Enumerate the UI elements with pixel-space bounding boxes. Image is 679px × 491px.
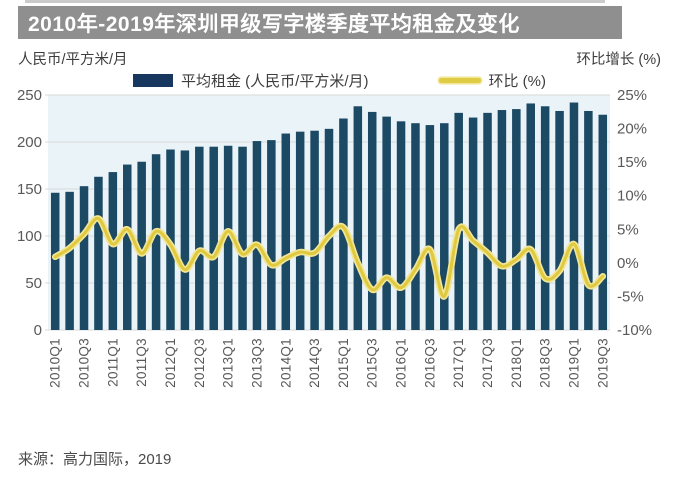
axis-unit-row: 人民币/平方米/月 环比增长 (%)	[18, 48, 661, 69]
bar-2015Q3	[367, 111, 377, 330]
legend-item-rent: 平均租金 (人民币/平方米/月)	[133, 70, 369, 91]
bar-2010Q2	[65, 191, 74, 330]
chart-area: 250 200 150 100 50 0 25% 20% 15% 10% 5% 0% -5% -10% 20…	[0, 87, 679, 438]
x-tick-2019Q3: 2019Q3	[595, 338, 610, 388]
bar-2018Q4	[555, 110, 564, 330]
left-tick-150: 150	[17, 181, 42, 198]
bar-2013Q2	[238, 146, 247, 330]
left-tick-200: 200	[17, 134, 42, 151]
legend-item-qoq: 环比 (%)	[438, 70, 547, 91]
x-tick-2015Q1: 2015Q1	[336, 338, 351, 388]
right-tick-15%: 15%	[617, 154, 647, 171]
bar-2014Q1	[281, 133, 291, 330]
x-tick-2010Q3: 2010Q3	[77, 338, 92, 388]
right-tick-5%: 5%	[617, 221, 639, 238]
bar-2012Q4	[209, 146, 218, 330]
x-tick-2015Q3: 2015Q3	[365, 338, 380, 388]
rent-legend-label: 平均租金 (人民币/平方米/月)	[181, 73, 369, 90]
bar-2018Q2	[526, 103, 535, 331]
bar-2013Q4	[267, 140, 276, 330]
bar-2016Q4	[440, 123, 449, 330]
right-axis-unit-label: 环比增长 (%)	[576, 52, 661, 68]
qoq-line	[53, 216, 605, 298]
bar-2017Q1	[454, 112, 463, 330]
left-tick-0: 0	[34, 322, 42, 339]
bar-2017Q4	[497, 110, 507, 330]
bar-2013Q3	[252, 141, 262, 330]
source-note: 来源：高力国际，2019	[18, 451, 172, 468]
bar-2019Q2	[584, 110, 593, 330]
x-tick-2010Q1: 2010Q1	[48, 338, 63, 388]
bar-2016Q1	[396, 121, 406, 330]
bar-2011Q1	[108, 172, 118, 330]
bar-2019Q1	[569, 102, 579, 330]
x-tick-2013Q3: 2013Q3	[249, 338, 264, 388]
bar-series	[50, 102, 608, 331]
x-tick-2014Q3: 2014Q3	[307, 338, 322, 388]
bar-2011Q3	[137, 161, 146, 330]
bar-2018Q1	[512, 109, 521, 330]
x-tick-2016Q3: 2016Q3	[422, 338, 437, 388]
bar-2011Q2	[123, 164, 132, 330]
bar-2010Q3	[79, 186, 89, 330]
chart-title-banner: 2010年-2019年深圳甲级写字楼季度平均租金及变化	[18, 6, 622, 39]
x-tick-2018Q3: 2018Q3	[538, 338, 553, 388]
chart-title: 2010年-2019年深圳甲级写字楼季度平均租金及变化	[28, 12, 520, 36]
right-tick-0%: 0%	[617, 255, 639, 272]
bar-2015Q2	[353, 106, 363, 330]
x-tick-2011Q1: 2011Q1	[105, 338, 120, 387]
x-tick-2017Q3: 2017Q3	[480, 338, 495, 388]
x-tick-2012Q3: 2012Q3	[192, 338, 207, 388]
left-tick-50: 50	[25, 275, 42, 292]
bar-2012Q3	[195, 146, 204, 330]
bar-2014Q3	[310, 130, 319, 330]
x-tick-2019Q1: 2019Q1	[567, 338, 582, 388]
combo-chart: 250 200 150 100 50 0 25% 20% 15% 10% 5% 0% -5% -10% 20…	[17, 87, 652, 388]
bar-2013Q1	[223, 145, 233, 330]
x-tick-2018Q1: 2018Q1	[509, 338, 524, 388]
bar-2017Q2	[468, 117, 478, 330]
bar-2017Q3	[483, 112, 492, 330]
bar-2015Q4	[382, 116, 391, 331]
top-border-strip	[25, 0, 605, 3]
bar-2016Q2	[411, 123, 420, 330]
x-tick-2014Q1: 2014Q1	[278, 338, 293, 388]
left-tick-250: 250	[17, 88, 42, 104]
x-tick-2017Q1: 2017Q1	[451, 338, 466, 388]
right-tick-10%: 10%	[617, 188, 647, 205]
bar-2014Q2	[295, 131, 305, 330]
bar-2014Q4	[324, 128, 334, 330]
bar-2012Q2	[180, 150, 190, 330]
right-tick--10%: -10%	[617, 322, 652, 339]
right-tick-25%: 25%	[617, 88, 647, 104]
x-tick-2013Q1: 2013Q1	[221, 338, 236, 388]
left-tick-100: 100	[17, 228, 42, 245]
x-tick-2012Q1: 2012Q1	[163, 338, 178, 388]
x-tick-2011Q3: 2011Q3	[134, 338, 149, 387]
left-axis-unit-label: 人民币/平方米/月	[18, 52, 128, 68]
x-tick-2016Q1: 2016Q1	[394, 338, 409, 388]
bar-2016Q3	[425, 125, 435, 330]
right-tick-20%: 20%	[617, 121, 647, 138]
legend: 平均租金 (人民币/平方米/月) 环比 (%)	[0, 70, 679, 91]
bar-2010Q4	[94, 176, 103, 330]
right-tick--5%: -5%	[617, 288, 644, 305]
bar-2011Q4	[151, 154, 161, 330]
qoq-legend-label: 环比 (%)	[488, 73, 547, 90]
bar-2010Q1	[50, 192, 60, 330]
qoq-legend-line	[438, 78, 481, 83]
rent-legend-swatch	[133, 74, 173, 87]
bar-2019Q3	[598, 114, 608, 331]
bar-2018Q3	[540, 106, 550, 330]
